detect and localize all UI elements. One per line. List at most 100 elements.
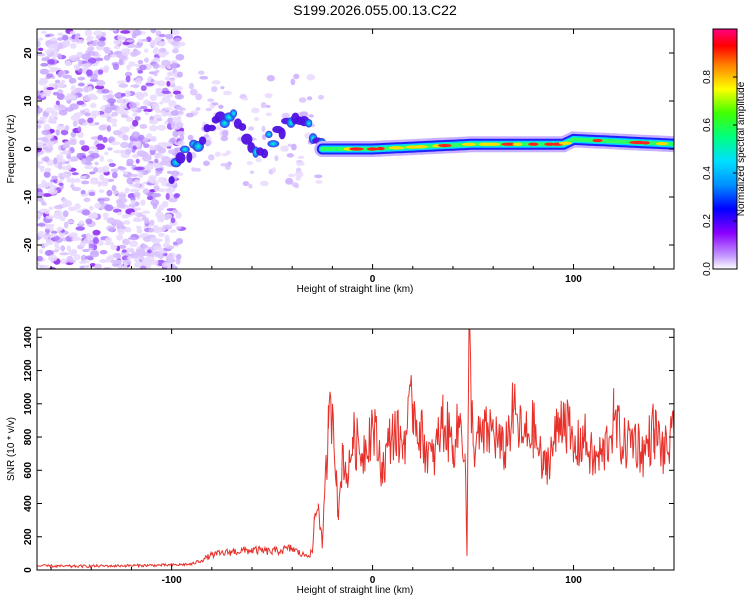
spectrogram-noise-cell xyxy=(175,211,182,219)
spectrogram-noise-cell xyxy=(124,90,131,98)
spectrogram-noise-cell xyxy=(188,82,195,90)
spectrogram-noise-cell xyxy=(43,234,49,241)
spectrogram-noise-cell xyxy=(177,41,186,47)
spectrogram-noise-cell xyxy=(81,63,91,69)
spectrogram-noise-cell xyxy=(126,64,131,71)
spectrogram-noise-cell xyxy=(165,33,174,40)
spectrogram-noise-cell xyxy=(205,107,212,112)
spectrogram-noise-cell xyxy=(109,54,118,58)
spectrogram-noise-cell xyxy=(95,181,104,185)
spectrogram-ridge-blob xyxy=(241,133,253,145)
spectrogram-noise-cell xyxy=(293,73,300,80)
spectrogram-noise-cell xyxy=(45,239,54,246)
spectrogram-ridge-blob xyxy=(265,130,273,139)
spectrogram-noise-cell xyxy=(59,231,65,239)
spectrogram-noise-cell xyxy=(203,160,210,167)
snr-y-tick-label: 1400 xyxy=(23,326,34,349)
colorbar-tick-label: 0.2 xyxy=(702,214,713,228)
spectrogram-noise-cell xyxy=(171,209,179,214)
spectrogram-noise-cell xyxy=(297,155,305,159)
spectrogram-noise-cell xyxy=(64,107,74,112)
spectrogram-x-tick-label: 0 xyxy=(370,274,376,285)
spectrogram-noise-cell xyxy=(128,102,137,109)
spectrogram-noise-cell xyxy=(73,253,81,261)
colorbar-tick-label: 0.0 xyxy=(702,262,713,276)
spectrogram-ridge-blob xyxy=(260,148,269,159)
spectrogram-noise-cell xyxy=(79,265,85,269)
spectrogram-noise-cell xyxy=(39,68,50,75)
spectrogram-noise-cell xyxy=(166,80,171,87)
spectrogram-noise-cell xyxy=(88,243,95,249)
spectrogram-noise-cell xyxy=(168,252,176,260)
spectrogram-noise-cell xyxy=(134,179,140,184)
spectrogram-noise-cell xyxy=(248,183,253,189)
spectrogram-noise-cell xyxy=(147,249,152,254)
spectrogram-noise-cell xyxy=(154,36,163,41)
spectrogram-noise-cell xyxy=(70,85,76,92)
spectrogram-noise-cell xyxy=(63,150,70,155)
spectrogram-noise-cell xyxy=(211,80,221,85)
spectrogram-noise-cell xyxy=(94,263,102,269)
colorbar-label: Normalized spectral amplitude xyxy=(736,81,747,216)
spectrogram-noise-cell xyxy=(37,137,48,141)
spectrogram-noise-cell xyxy=(120,141,129,149)
spectrogram-noise-cell xyxy=(153,72,158,77)
spectrogram-noise-cell xyxy=(142,244,149,249)
spectrogram-noise-cell xyxy=(58,110,68,116)
spectrogram-noise-cell xyxy=(151,192,162,198)
spectrogram-noise-cell xyxy=(104,50,112,55)
snr-x-label: Height of straight line (km) xyxy=(297,585,414,596)
spectrogram-noise-cell xyxy=(165,192,170,200)
spectrogram-noise-cell xyxy=(94,57,104,62)
spectrogram-noise-cell xyxy=(92,229,101,236)
spectrogram-noise-cell xyxy=(37,37,44,41)
spectrogram-noise-cell xyxy=(146,133,153,140)
spectrogram-noise-cell xyxy=(45,91,52,95)
spectrogram-noise-cell xyxy=(88,44,95,48)
spectrogram-noise-cell xyxy=(138,151,149,158)
spectrogram-y-tick-label: 0 xyxy=(23,146,34,152)
spectrogram-noise-cell xyxy=(39,266,46,269)
spectrogram-noise-cell xyxy=(195,107,201,111)
spectrogram-noise-cell xyxy=(46,142,54,146)
spectrogram-noise-cell xyxy=(76,152,84,159)
spectrogram-noise-cell xyxy=(56,93,65,100)
spectrogram-noise-cell xyxy=(108,227,115,233)
spectrogram-noise-cell xyxy=(170,60,178,64)
spectrogram-noise-cell xyxy=(220,162,230,167)
spectrogram-noise-cell xyxy=(85,37,93,42)
spectrogram-noise-cell xyxy=(308,114,314,118)
spectrogram-noise-cell xyxy=(117,263,123,269)
spectrogram-noise-cell xyxy=(166,170,172,174)
spectrogram-noise-cell xyxy=(45,49,52,54)
spectrogram-noise-cell xyxy=(174,37,182,42)
spectrogram-noise-cell xyxy=(51,175,58,180)
spectrogram-noise-cell xyxy=(214,151,221,157)
spectrogram-noise-cell xyxy=(126,39,134,43)
spectrogram-noise-cell xyxy=(98,124,107,131)
spectrogram-noise-cell xyxy=(80,189,86,195)
spectrogram-noise-cell xyxy=(290,78,296,86)
spectrogram-noise-cell xyxy=(39,166,45,173)
spectrogram-noise-cell xyxy=(142,91,149,97)
spectrogram-noise-cell xyxy=(143,143,150,149)
spectrogram-noise-cell xyxy=(146,162,153,170)
spectrogram-noise-cell xyxy=(132,119,139,127)
spectrogram-noise-cell xyxy=(84,112,91,117)
spectrogram-noise-cell xyxy=(37,223,46,227)
spectrogram-noise-cell xyxy=(220,135,229,142)
spectrogram-noise-cell xyxy=(107,136,116,143)
spectrogram-noise-cell xyxy=(177,110,184,114)
spectrogram-noise-cell xyxy=(143,48,149,53)
spectrogram-noise-cell xyxy=(104,107,113,114)
spectrogram-noise-cell xyxy=(72,120,78,127)
spectrogram-noise-cell xyxy=(113,93,122,98)
spectrogram-noise-cell xyxy=(167,149,176,155)
spectrogram-noise-cell xyxy=(142,210,151,214)
spectrogram-noise-cell xyxy=(123,220,131,225)
spectrogram-noise-cell xyxy=(39,116,48,120)
spectrogram-noise-cell xyxy=(132,50,141,56)
spectrogram-noise-cell xyxy=(40,78,49,84)
spectrogram-noise-cell xyxy=(87,57,97,64)
spectrogram-noise-cell xyxy=(174,85,184,91)
